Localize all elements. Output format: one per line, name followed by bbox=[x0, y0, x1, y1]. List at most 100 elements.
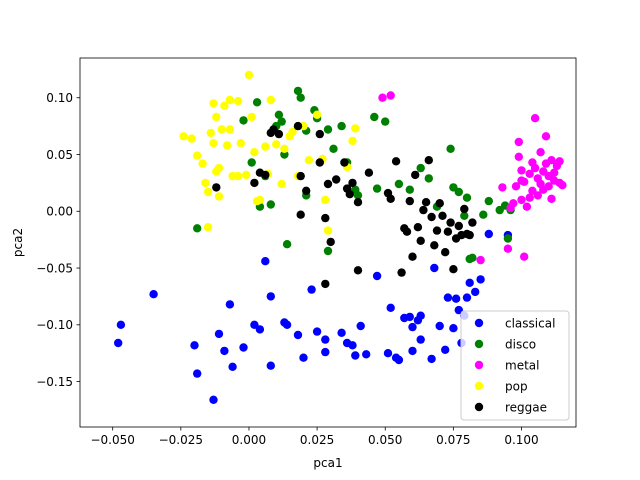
point-reggae bbox=[443, 227, 453, 236]
x-tick-label: −0.025 bbox=[159, 433, 203, 447]
point-pop bbox=[351, 124, 360, 133]
point-metal bbox=[555, 157, 564, 166]
y-tick-label: 0.10 bbox=[46, 91, 73, 105]
point-reggae bbox=[340, 158, 349, 167]
point-classical bbox=[451, 294, 461, 303]
point-metal bbox=[525, 169, 534, 178]
point-reggae bbox=[413, 223, 423, 232]
point-reggae bbox=[405, 196, 414, 206]
point-pop bbox=[266, 95, 275, 105]
point-reggae bbox=[454, 221, 463, 231]
point-disco bbox=[277, 117, 286, 126]
point-pop bbox=[244, 70, 254, 80]
point-reggae bbox=[438, 211, 447, 220]
point-disco bbox=[329, 144, 338, 153]
x-tick-label: 0.100 bbox=[504, 433, 538, 447]
point-classical bbox=[449, 324, 458, 333]
point-classical bbox=[250, 320, 259, 329]
point-metal bbox=[550, 168, 559, 177]
y-tick-label: −0.10 bbox=[36, 318, 73, 332]
point-classical bbox=[416, 335, 425, 344]
point-metal bbox=[544, 182, 553, 191]
point-pop bbox=[236, 139, 245, 148]
point-disco bbox=[252, 98, 262, 107]
point-pop bbox=[272, 140, 281, 149]
point-classical bbox=[321, 347, 330, 357]
point-reggae bbox=[424, 156, 433, 165]
point-pop bbox=[220, 101, 229, 110]
point-reggae bbox=[411, 170, 420, 180]
point-classical bbox=[307, 285, 316, 294]
ticks-layer: −0.050 −0.025 0.000 0.025 0.050 0.075 0.100 −0.… bbox=[36, 91, 538, 447]
point-reggae bbox=[419, 205, 428, 215]
legend-marker-metal bbox=[474, 360, 484, 370]
legend-label-metal: metal bbox=[505, 358, 539, 372]
point-metal bbox=[530, 163, 540, 173]
point-classical bbox=[214, 329, 224, 339]
point-classical bbox=[239, 343, 248, 352]
point-reggae bbox=[465, 230, 474, 240]
point-reggae bbox=[323, 179, 333, 189]
point-metal bbox=[386, 91, 395, 100]
point-disco bbox=[479, 210, 488, 219]
point-pop bbox=[209, 139, 218, 148]
point-classical bbox=[416, 311, 425, 320]
series-metal bbox=[378, 91, 567, 265]
point-disco bbox=[446, 144, 455, 153]
point-reggae bbox=[326, 237, 335, 247]
point-reggae bbox=[402, 227, 412, 236]
point-metal bbox=[509, 199, 518, 208]
point-disco bbox=[353, 191, 363, 200]
point-reggae bbox=[430, 241, 439, 250]
point-classical bbox=[348, 341, 357, 350]
legend-marker-pop bbox=[474, 381, 484, 391]
point-classical bbox=[321, 335, 330, 344]
legend-label-reggae: reggae bbox=[505, 400, 547, 414]
point-pop bbox=[217, 125, 226, 134]
point-disco bbox=[274, 110, 284, 120]
x-tick-label: −0.050 bbox=[90, 433, 134, 447]
point-reggae bbox=[435, 199, 444, 208]
legend-label-classical: classical bbox=[505, 316, 555, 330]
point-pop bbox=[255, 195, 265, 205]
point-classical bbox=[427, 354, 436, 364]
point-classical bbox=[220, 346, 229, 356]
point-disco bbox=[239, 116, 248, 125]
point-classical bbox=[383, 349, 393, 358]
point-pop bbox=[225, 95, 235, 105]
point-metal bbox=[533, 191, 542, 200]
point-pop bbox=[288, 127, 297, 136]
point-disco bbox=[293, 86, 303, 96]
point-classical bbox=[476, 275, 485, 284]
point-reggae bbox=[332, 175, 341, 184]
y-tick-label: −0.15 bbox=[36, 375, 73, 389]
series-pop bbox=[179, 70, 360, 235]
point-classical bbox=[394, 355, 404, 365]
point-classical bbox=[405, 312, 414, 322]
point-classical bbox=[149, 290, 158, 299]
point-pop bbox=[206, 128, 215, 138]
point-reggae bbox=[391, 157, 401, 166]
point-disco bbox=[193, 224, 202, 233]
point-disco bbox=[460, 211, 469, 220]
point-reggae bbox=[345, 190, 354, 199]
point-classical bbox=[471, 287, 480, 297]
point-classical bbox=[372, 271, 382, 281]
point-reggae bbox=[315, 158, 324, 167]
y-tick-label: 0.00 bbox=[46, 205, 73, 219]
y-axis-label: pca2 bbox=[11, 228, 25, 257]
series-classical bbox=[114, 229, 513, 404]
point-pop bbox=[198, 159, 207, 168]
point-reggae bbox=[212, 183, 221, 192]
point-classical bbox=[114, 338, 123, 348]
point-classical bbox=[443, 293, 453, 302]
point-disco bbox=[462, 193, 472, 202]
point-pop bbox=[323, 226, 333, 235]
x-tick-label: 0.050 bbox=[368, 433, 402, 447]
point-classical bbox=[261, 257, 270, 266]
point-pop bbox=[277, 179, 286, 189]
point-pop bbox=[214, 163, 224, 173]
point-disco bbox=[394, 179, 404, 189]
point-classical bbox=[435, 321, 444, 331]
point-reggae bbox=[293, 121, 303, 131]
